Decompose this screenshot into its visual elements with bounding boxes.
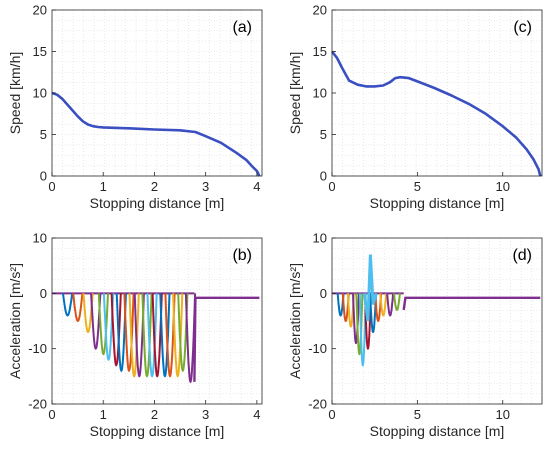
y-tick-label: 0 [320,169,327,184]
accel-series-10 [386,293,395,317]
x-tick-label: 0 [328,407,335,422]
y-axis-label: Speed [km/h] [287,52,303,135]
y-tick-label: 0 [40,169,47,184]
y-tick-label: 5 [320,127,327,142]
accel-series-3 [90,293,102,350]
accel-series-11 [393,293,401,311]
x-tick-label: 5 [414,407,421,422]
x-axis-label: Stopping distance [m] [370,195,505,211]
x-tick-label: 3 [202,179,209,194]
accel-series-9 [379,293,388,317]
panel-label: (d) [512,247,532,264]
x-tick-label: 1 [100,407,107,422]
accel-spike [362,254,378,322]
y-tick-label: 10 [313,86,327,101]
panel-label: (a) [232,19,252,36]
y-tick-label: -20 [28,397,47,412]
y-axis-label: Acceleration [m/s²] [7,263,23,379]
accel-series-0 [62,293,74,317]
x-axis-label: Stopping distance [m] [90,195,225,211]
y-tick-label: -10 [28,341,47,356]
y-tick-label: 15 [313,44,327,59]
speed-series-0 [51,91,261,177]
grid [52,10,262,176]
accel-series-8 [123,293,135,372]
y-tick-label: 10 [33,86,47,101]
accel-series-7 [369,293,377,334]
accel-series-6 [364,293,372,350]
x-tick-label: 10 [495,179,509,194]
accel-series-2 [82,293,94,334]
panel-a: 0 1 2 3 4 0 5 10 15 20 Stopping distance [m] Speed … [7,3,263,211]
x-tick-label: 2 [151,407,158,422]
accel-series-7 [115,293,127,372]
x-tick-label: 3 [202,407,209,422]
panel-b: 0 1 2 3 4 -20 -10 0 10 Stopping distance [m] Accel… [7,231,263,439]
x-axis-label: Stopping distance [m] [370,423,505,439]
axes-box [331,237,543,405]
y-tick-label: -20 [308,397,327,412]
y-tick-label: 15 [33,44,47,59]
accel-series-6 [110,293,122,367]
x-tick-label: 0 [48,179,55,194]
y-tick-label: 10 [313,231,327,246]
accel-series-4 [97,293,109,356]
accel-series-13 [151,293,163,378]
speed-series-0 [330,50,542,177]
panel-label: (c) [513,19,532,36]
x-tick-label: 4 [253,179,260,194]
y-axis-label: Speed [km/h] [7,52,23,135]
y-tick-label: 0 [40,286,47,301]
x-tick-label: 1 [100,179,107,194]
accel-series-15 [164,293,176,378]
y-tick-label: 0 [320,286,327,301]
x-tick-label: 10 [495,407,509,422]
grid [332,238,542,404]
panel-c: 0 5 10 0 5 10 15 20 Stopping distance [m] Speed [… [287,3,543,211]
x-tick-label: 2 [151,179,158,194]
grid [332,10,542,176]
x-tick-label: 0 [328,179,335,194]
y-tick-label: 5 [40,127,47,142]
y-tick-label: 10 [33,231,47,246]
x-tick-label: 4 [253,407,260,422]
accel-series-18 [184,293,197,383]
x-axis-label: Stopping distance [m] [90,423,225,439]
y-tick-label: 20 [313,3,327,18]
accel-series-14 [159,293,171,378]
panel-label: (b) [232,247,252,264]
x-tick-label: 5 [414,179,421,194]
y-tick-label: 20 [33,3,47,18]
axes-box [51,237,263,405]
accel-series-1 [72,293,84,322]
y-tick-label: -10 [308,341,327,356]
accel-series-10 [133,293,145,378]
accel-final-series [193,296,260,382]
accel-series-8 [374,293,383,322]
accel-series-17 [177,293,189,372]
accel-series-5 [102,293,115,361]
y-axis-label: Acceleration [m/s²] [287,263,303,379]
x-tick-label: 0 [48,407,55,422]
accel-series-12 [146,293,158,378]
accel-series-5 [358,293,367,367]
accel-final-series [402,296,541,311]
